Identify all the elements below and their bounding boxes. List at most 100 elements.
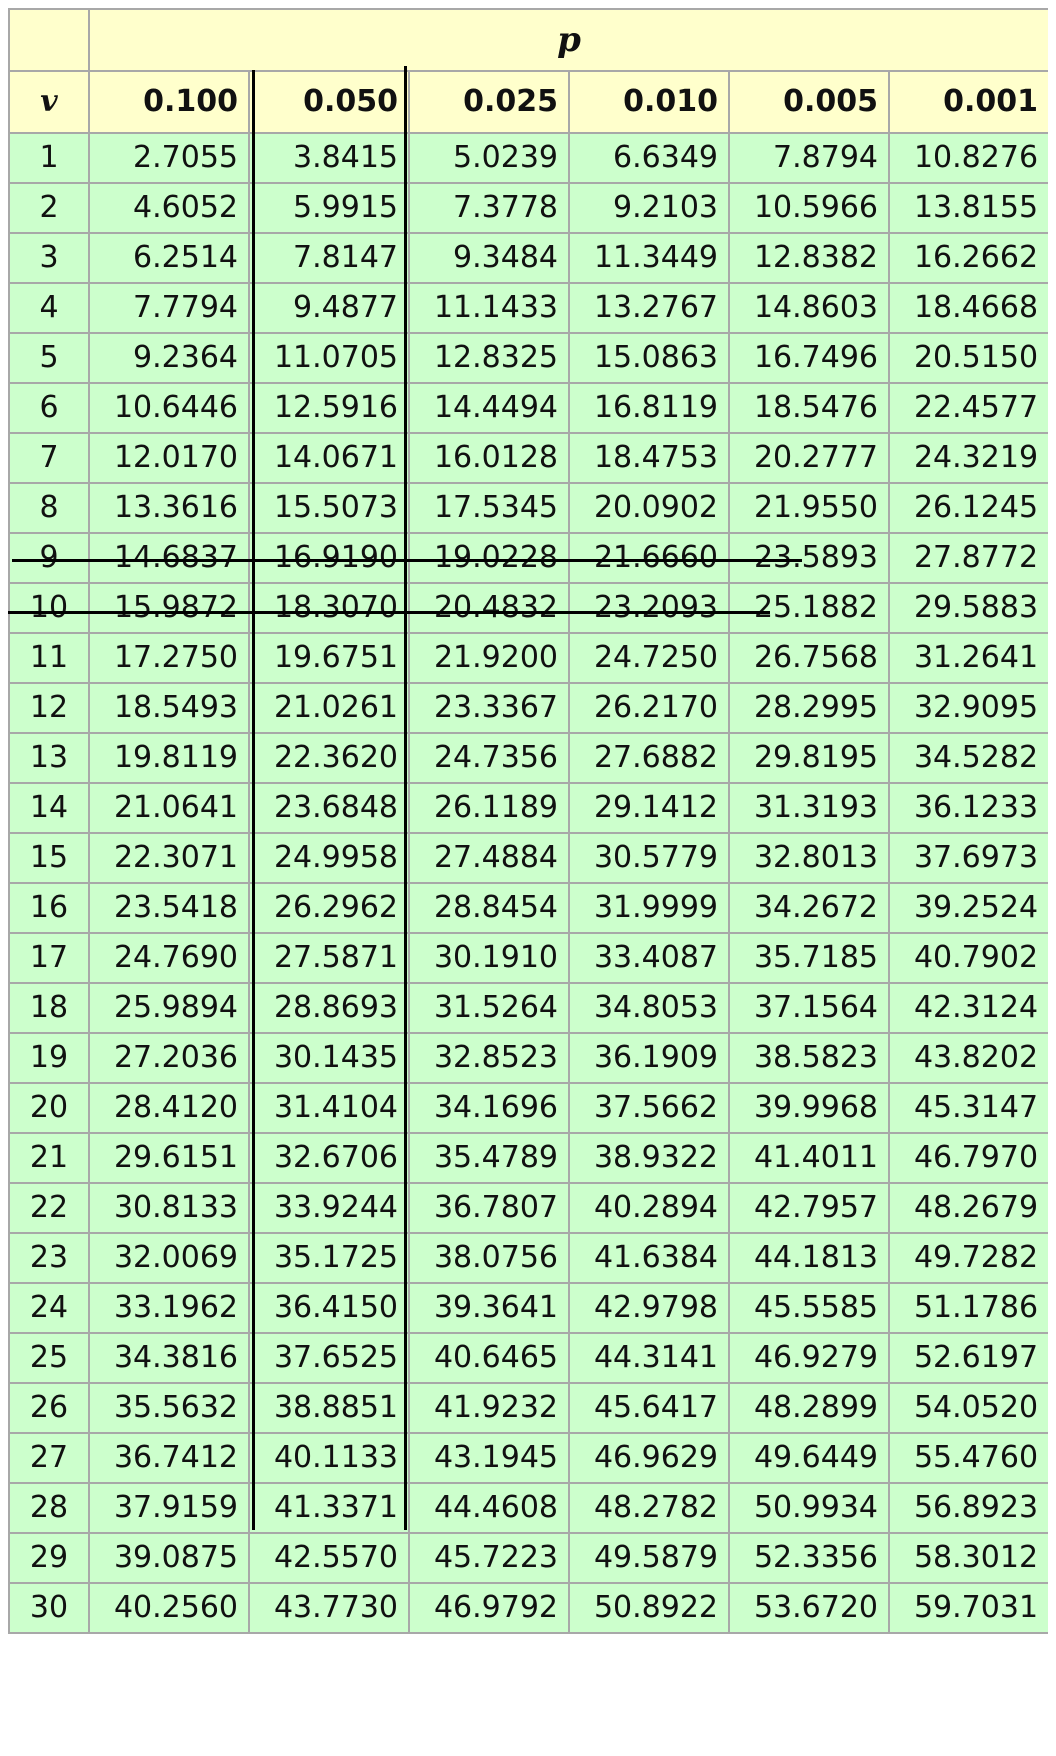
- critical-value-cell: 22.3071: [88, 832, 250, 884]
- table-row: 13 19.8119 22.3620 24.7356 27.6882 29.8195 34.…: [8, 732, 1048, 784]
- critical-value-cell: 21.0641: [88, 782, 250, 834]
- corner-cell: [8, 8, 90, 72]
- critical-value-cell: 27.5871: [248, 932, 410, 984]
- critical-value-cell: 21.9550: [728, 482, 890, 534]
- critical-value-cell: 10.8276: [887, 132, 1048, 184]
- critical-value-cell: 23.3367: [408, 682, 570, 734]
- critical-value-cell: 12.8382: [728, 232, 890, 284]
- critical-value-cell: 12.8325: [408, 332, 570, 384]
- critical-value-cell: 30.1910: [408, 932, 570, 984]
- critical-value-cell: 32.8013: [728, 832, 890, 884]
- degrees-of-freedom-cell: 11: [8, 632, 90, 684]
- critical-value-cell: 27.2036: [88, 1032, 250, 1084]
- column-header: 0.001: [887, 70, 1048, 134]
- critical-value-cell: 14.8603: [728, 282, 890, 334]
- critical-value-cell: 45.3147: [887, 1082, 1048, 1134]
- degrees-of-freedom-cell: 3: [8, 232, 90, 284]
- critical-value-cell: 40.1133: [248, 1432, 410, 1484]
- critical-value-cell: 39.0875: [88, 1532, 250, 1584]
- critical-value-cell: 24.7690: [88, 932, 250, 984]
- critical-value-cell: 23.5418: [88, 882, 250, 934]
- degrees-of-freedom-cell: 23: [8, 1232, 90, 1284]
- degrees-of-freedom-cell: 19: [8, 1032, 90, 1084]
- critical-value-cell: 38.9322: [568, 1132, 730, 1184]
- table-row: 6 10.6446 12.5916 14.4494 16.8119 18.5476 22.4…: [8, 382, 1048, 434]
- critical-value-cell: 42.9798: [568, 1282, 730, 1334]
- critical-value-cell: 19.0228: [408, 532, 570, 584]
- critical-value-cell: 16.8119: [568, 382, 730, 434]
- critical-value-cell: 2.7055: [88, 132, 250, 184]
- table-row: 21 29.6151 32.6706 35.4789 38.9322 41.4011 46.…: [8, 1132, 1048, 1184]
- critical-value-cell: 9.2103: [568, 182, 730, 234]
- degrees-of-freedom-cell: 20: [8, 1082, 90, 1134]
- critical-value-cell: 26.1189: [408, 782, 570, 834]
- critical-value-cell: 31.3193: [728, 782, 890, 834]
- critical-value-cell: 4.6052: [88, 182, 250, 234]
- critical-value-cell: 45.7223: [408, 1532, 570, 1584]
- critical-value-cell: 15.9872: [88, 582, 250, 634]
- critical-value-cell: 9.2364: [88, 332, 250, 384]
- table-row: 18 25.9894 28.8693 31.5264 34.8053 37.1564 42.…: [8, 982, 1048, 1034]
- table-body: 1 2.7055 3.8415 5.0239 6.6349 7.8794 10.8276 2 4…: [8, 132, 1048, 1634]
- table-row: 7 12.0170 14.0671 16.0128 18.4753 20.2777 24.3…: [8, 432, 1048, 484]
- critical-value-cell: 16.7496: [728, 332, 890, 384]
- degrees-of-freedom-cell: 4: [8, 282, 90, 334]
- degrees-of-freedom-cell: 8: [8, 482, 90, 534]
- v-header: v: [8, 70, 90, 134]
- critical-value-cell: 9.3484: [408, 232, 570, 284]
- critical-value-cell: 11.3449: [568, 232, 730, 284]
- critical-value-cell: 29.8195: [728, 732, 890, 784]
- critical-value-cell: 12.0170: [88, 432, 250, 484]
- critical-value-cell: 48.2679: [887, 1182, 1048, 1234]
- critical-value-cell: 43.1945: [408, 1432, 570, 1484]
- critical-value-cell: 41.3371: [248, 1482, 410, 1534]
- critical-value-cell: 37.5662: [568, 1082, 730, 1134]
- critical-value-cell: 34.5282: [887, 732, 1048, 784]
- critical-value-cell: 41.4011: [728, 1132, 890, 1184]
- degrees-of-freedom-cell: 24: [8, 1282, 90, 1334]
- table-row: 22 30.8133 33.9244 36.7807 40.2894 42.7957 48.…: [8, 1182, 1048, 1234]
- critical-value-cell: 46.7970: [887, 1132, 1048, 1184]
- column-header: 0.010: [568, 70, 730, 134]
- critical-value-cell: 39.2524: [887, 882, 1048, 934]
- critical-value-cell: 16.0128: [408, 432, 570, 484]
- header-row-columns: v 0.100 0.050 0.025 0.010 0.005 0.001: [8, 70, 1048, 134]
- critical-value-cell: 20.5150: [887, 332, 1048, 384]
- chi-square-table: p v 0.100 0.050 0.025 0.010 0.005 0.001 …: [8, 8, 1048, 1634]
- critical-value-cell: 34.3816: [88, 1332, 250, 1384]
- degrees-of-freedom-cell: 30: [8, 1582, 90, 1634]
- critical-value-cell: 44.1813: [728, 1232, 890, 1284]
- table-row: 30 40.2560 43.7730 46.9792 50.8922 53.6720 59.…: [8, 1582, 1048, 1634]
- critical-value-cell: 54.0520: [887, 1382, 1048, 1434]
- critical-value-cell: 35.7185: [728, 932, 890, 984]
- table-row: 20 28.4120 31.4104 34.1696 37.5662 39.9968 45.…: [8, 1082, 1048, 1134]
- table-row: 16 23.5418 26.2962 28.8454 31.9999 34.2672 39.…: [8, 882, 1048, 934]
- table-row: 24 33.1962 36.4150 39.3641 42.9798 45.5585 51.…: [8, 1282, 1048, 1334]
- critical-value-cell: 26.2170: [568, 682, 730, 734]
- critical-value-cell: 24.3219: [887, 432, 1048, 484]
- table-row: 14 21.0641 23.6848 26.1189 29.1412 31.3193 36.…: [8, 782, 1048, 834]
- critical-value-cell: 42.7957: [728, 1182, 890, 1234]
- degrees-of-freedom-cell: 25: [8, 1332, 90, 1384]
- critical-value-cell: 28.8454: [408, 882, 570, 934]
- p-header: p: [87, 8, 1048, 72]
- critical-value-cell: 46.9792: [408, 1582, 570, 1634]
- table-row: 15 22.3071 24.9958 27.4884 30.5779 32.8013 37.…: [8, 832, 1048, 884]
- critical-value-cell: 24.7250: [568, 632, 730, 684]
- critical-value-cell: 11.1433: [408, 282, 570, 334]
- table-row: 28 37.9159 41.3371 44.4608 48.2782 50.9934 56.…: [8, 1482, 1048, 1534]
- critical-value-cell: 32.6706: [248, 1132, 410, 1184]
- critical-value-cell: 31.5264: [408, 982, 570, 1034]
- critical-value-cell: 19.6751: [248, 632, 410, 684]
- critical-value-cell: 18.5476: [728, 382, 890, 434]
- table-container: p v 0.100 0.050 0.025 0.010 0.005 0.001 …: [8, 8, 1048, 1756]
- critical-value-cell: 7.8794: [728, 132, 890, 184]
- critical-value-cell: 13.8155: [887, 182, 1048, 234]
- degrees-of-freedom-cell: 21: [8, 1132, 90, 1184]
- critical-value-cell: 32.9095: [887, 682, 1048, 734]
- critical-value-cell: 28.2995: [728, 682, 890, 734]
- critical-value-cell: 13.3616: [88, 482, 250, 534]
- critical-value-cell: 15.0863: [568, 332, 730, 384]
- critical-value-cell: 40.7902: [887, 932, 1048, 984]
- critical-value-cell: 21.9200: [408, 632, 570, 684]
